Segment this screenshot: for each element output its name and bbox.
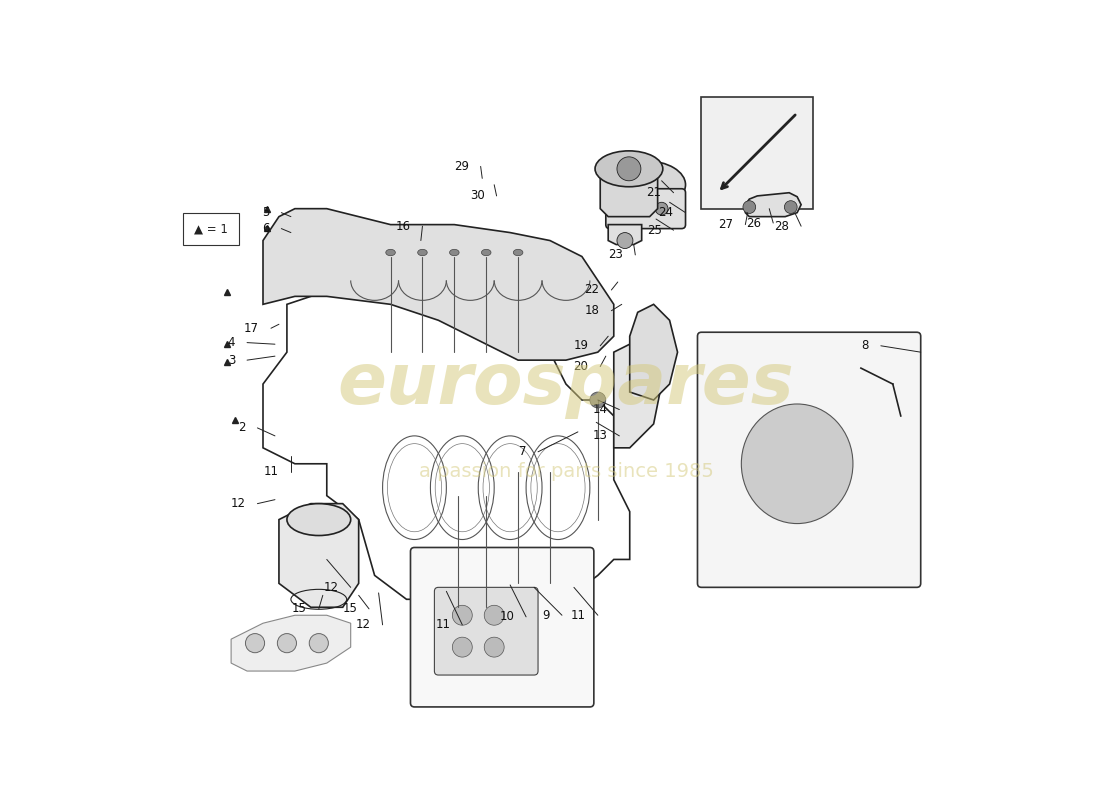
Text: eurospares: eurospares — [338, 350, 794, 418]
Polygon shape — [279, 504, 359, 607]
Circle shape — [277, 634, 297, 653]
Text: a passion for parts since 1985: a passion for parts since 1985 — [418, 462, 714, 482]
Text: 18: 18 — [584, 304, 600, 318]
Text: 20: 20 — [573, 360, 588, 373]
FancyBboxPatch shape — [606, 189, 685, 229]
Text: 11: 11 — [571, 609, 586, 622]
Text: 3: 3 — [228, 354, 235, 366]
Ellipse shape — [386, 250, 395, 256]
Text: 8: 8 — [861, 339, 869, 352]
Text: 19: 19 — [573, 339, 588, 352]
Text: 12: 12 — [355, 618, 371, 631]
Circle shape — [784, 201, 798, 214]
Ellipse shape — [287, 504, 351, 535]
Polygon shape — [614, 344, 661, 448]
Ellipse shape — [595, 151, 663, 186]
Text: 12: 12 — [323, 581, 339, 594]
Ellipse shape — [482, 250, 491, 256]
Text: 5: 5 — [262, 206, 270, 219]
Polygon shape — [608, 225, 641, 245]
Text: 15: 15 — [292, 602, 307, 615]
Text: 29: 29 — [453, 160, 469, 173]
Circle shape — [245, 634, 265, 653]
Ellipse shape — [484, 606, 504, 626]
Text: 7: 7 — [518, 446, 526, 458]
Circle shape — [617, 233, 632, 249]
Circle shape — [590, 392, 606, 408]
Circle shape — [742, 201, 756, 214]
Text: 21: 21 — [647, 186, 661, 199]
Text: 6: 6 — [262, 222, 270, 235]
Text: ▲ = 1: ▲ = 1 — [195, 222, 228, 235]
Text: 14: 14 — [593, 403, 607, 416]
Polygon shape — [746, 193, 801, 217]
Text: 11: 11 — [436, 618, 450, 631]
Ellipse shape — [418, 250, 427, 256]
Text: 12: 12 — [231, 497, 245, 510]
Ellipse shape — [484, 637, 504, 657]
Text: 11: 11 — [264, 466, 279, 478]
Text: 2: 2 — [238, 422, 245, 434]
Polygon shape — [601, 173, 658, 217]
Ellipse shape — [450, 250, 459, 256]
Text: 23: 23 — [608, 249, 624, 262]
Text: 15: 15 — [342, 602, 358, 615]
Text: 24: 24 — [659, 206, 673, 219]
Ellipse shape — [514, 250, 522, 256]
FancyBboxPatch shape — [697, 332, 921, 587]
Polygon shape — [263, 209, 614, 360]
Ellipse shape — [606, 161, 685, 209]
Text: 17: 17 — [244, 322, 258, 334]
Text: 27: 27 — [718, 218, 734, 231]
Ellipse shape — [741, 404, 853, 523]
FancyBboxPatch shape — [434, 587, 538, 675]
Text: 30: 30 — [470, 190, 485, 202]
Polygon shape — [231, 615, 351, 671]
Text: 4: 4 — [228, 336, 235, 349]
Text: 10: 10 — [499, 610, 514, 623]
Text: 26: 26 — [746, 217, 761, 230]
Circle shape — [309, 634, 329, 653]
Circle shape — [617, 157, 641, 181]
Ellipse shape — [452, 637, 472, 657]
Text: 28: 28 — [774, 220, 789, 233]
FancyBboxPatch shape — [702, 97, 813, 209]
Text: 9: 9 — [542, 609, 550, 622]
Ellipse shape — [452, 606, 472, 626]
Text: 13: 13 — [593, 430, 607, 442]
FancyBboxPatch shape — [410, 547, 594, 707]
Circle shape — [615, 202, 628, 215]
Text: 22: 22 — [584, 283, 600, 297]
Text: 16: 16 — [396, 220, 410, 233]
Polygon shape — [629, 304, 678, 400]
Text: 25: 25 — [647, 224, 661, 237]
Circle shape — [656, 202, 668, 215]
